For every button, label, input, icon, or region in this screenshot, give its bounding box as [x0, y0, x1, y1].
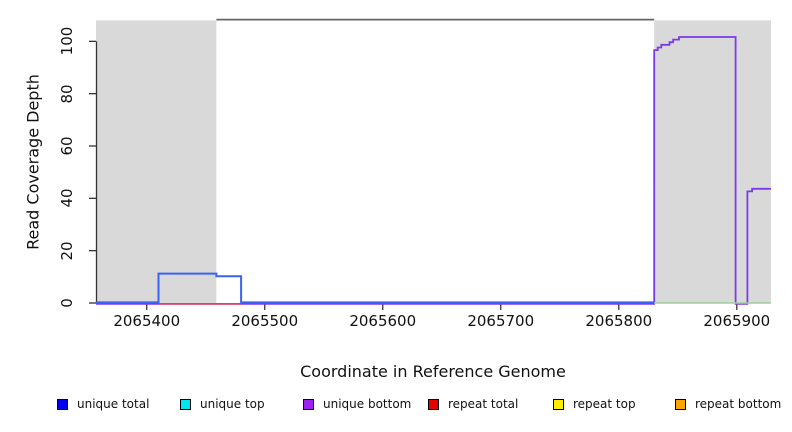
legend-label: unique bottom — [323, 397, 412, 411]
legend-label: unique total — [77, 397, 150, 411]
legend-label: repeat total — [448, 397, 519, 411]
y-tick-label: 0 — [58, 298, 76, 308]
series-line-unique-total — [96, 272, 655, 304]
legend-swatch-icon — [675, 398, 686, 410]
legend-label: repeat bottom — [695, 397, 782, 411]
x-tick-label: 2065400 — [113, 312, 181, 330]
x-tick-label: 2065700 — [467, 312, 535, 330]
legend-item-unique-bottom: unique bottom — [303, 397, 411, 411]
x-tick-label: 2065800 — [585, 312, 653, 330]
legend-swatch-icon — [57, 398, 68, 410]
left-shaded-region — [96, 20, 217, 304]
y-axis-title: Read Coverage Depth — [23, 74, 43, 250]
legend-swatch-icon — [303, 398, 314, 410]
y-tick-label: 40 — [58, 188, 76, 208]
y-tick-label: 80 — [58, 84, 76, 104]
legend-item-unique-top: unique top — [180, 397, 265, 411]
y-tick-label: 60 — [58, 136, 76, 156]
legend-item-unique-total: unique total — [57, 397, 149, 411]
series-line-unique-bottom — [96, 36, 771, 305]
legend-item-repeat-top: repeat top — [553, 397, 636, 411]
legend-swatch-icon — [180, 398, 191, 410]
legend-label: repeat top — [573, 397, 636, 411]
legend-item-repeat-bottom: repeat bottom — [675, 397, 781, 411]
legend-swatch-icon — [553, 398, 564, 410]
legend-swatch-icon — [428, 398, 439, 410]
right-shaded-region — [654, 20, 771, 304]
legend-label: unique top — [200, 397, 265, 411]
y-tick-label: 20 — [58, 241, 76, 261]
y-tick-label: 100 — [58, 27, 76, 56]
legend-item-repeat-total: repeat total — [428, 397, 518, 411]
x-tick-label: 2065600 — [349, 312, 417, 330]
x-tick-label: 2065500 — [231, 312, 299, 330]
x-axis-title: Coordinate in Reference Genome — [300, 362, 566, 381]
x-tick-label: 2065900 — [703, 312, 771, 330]
